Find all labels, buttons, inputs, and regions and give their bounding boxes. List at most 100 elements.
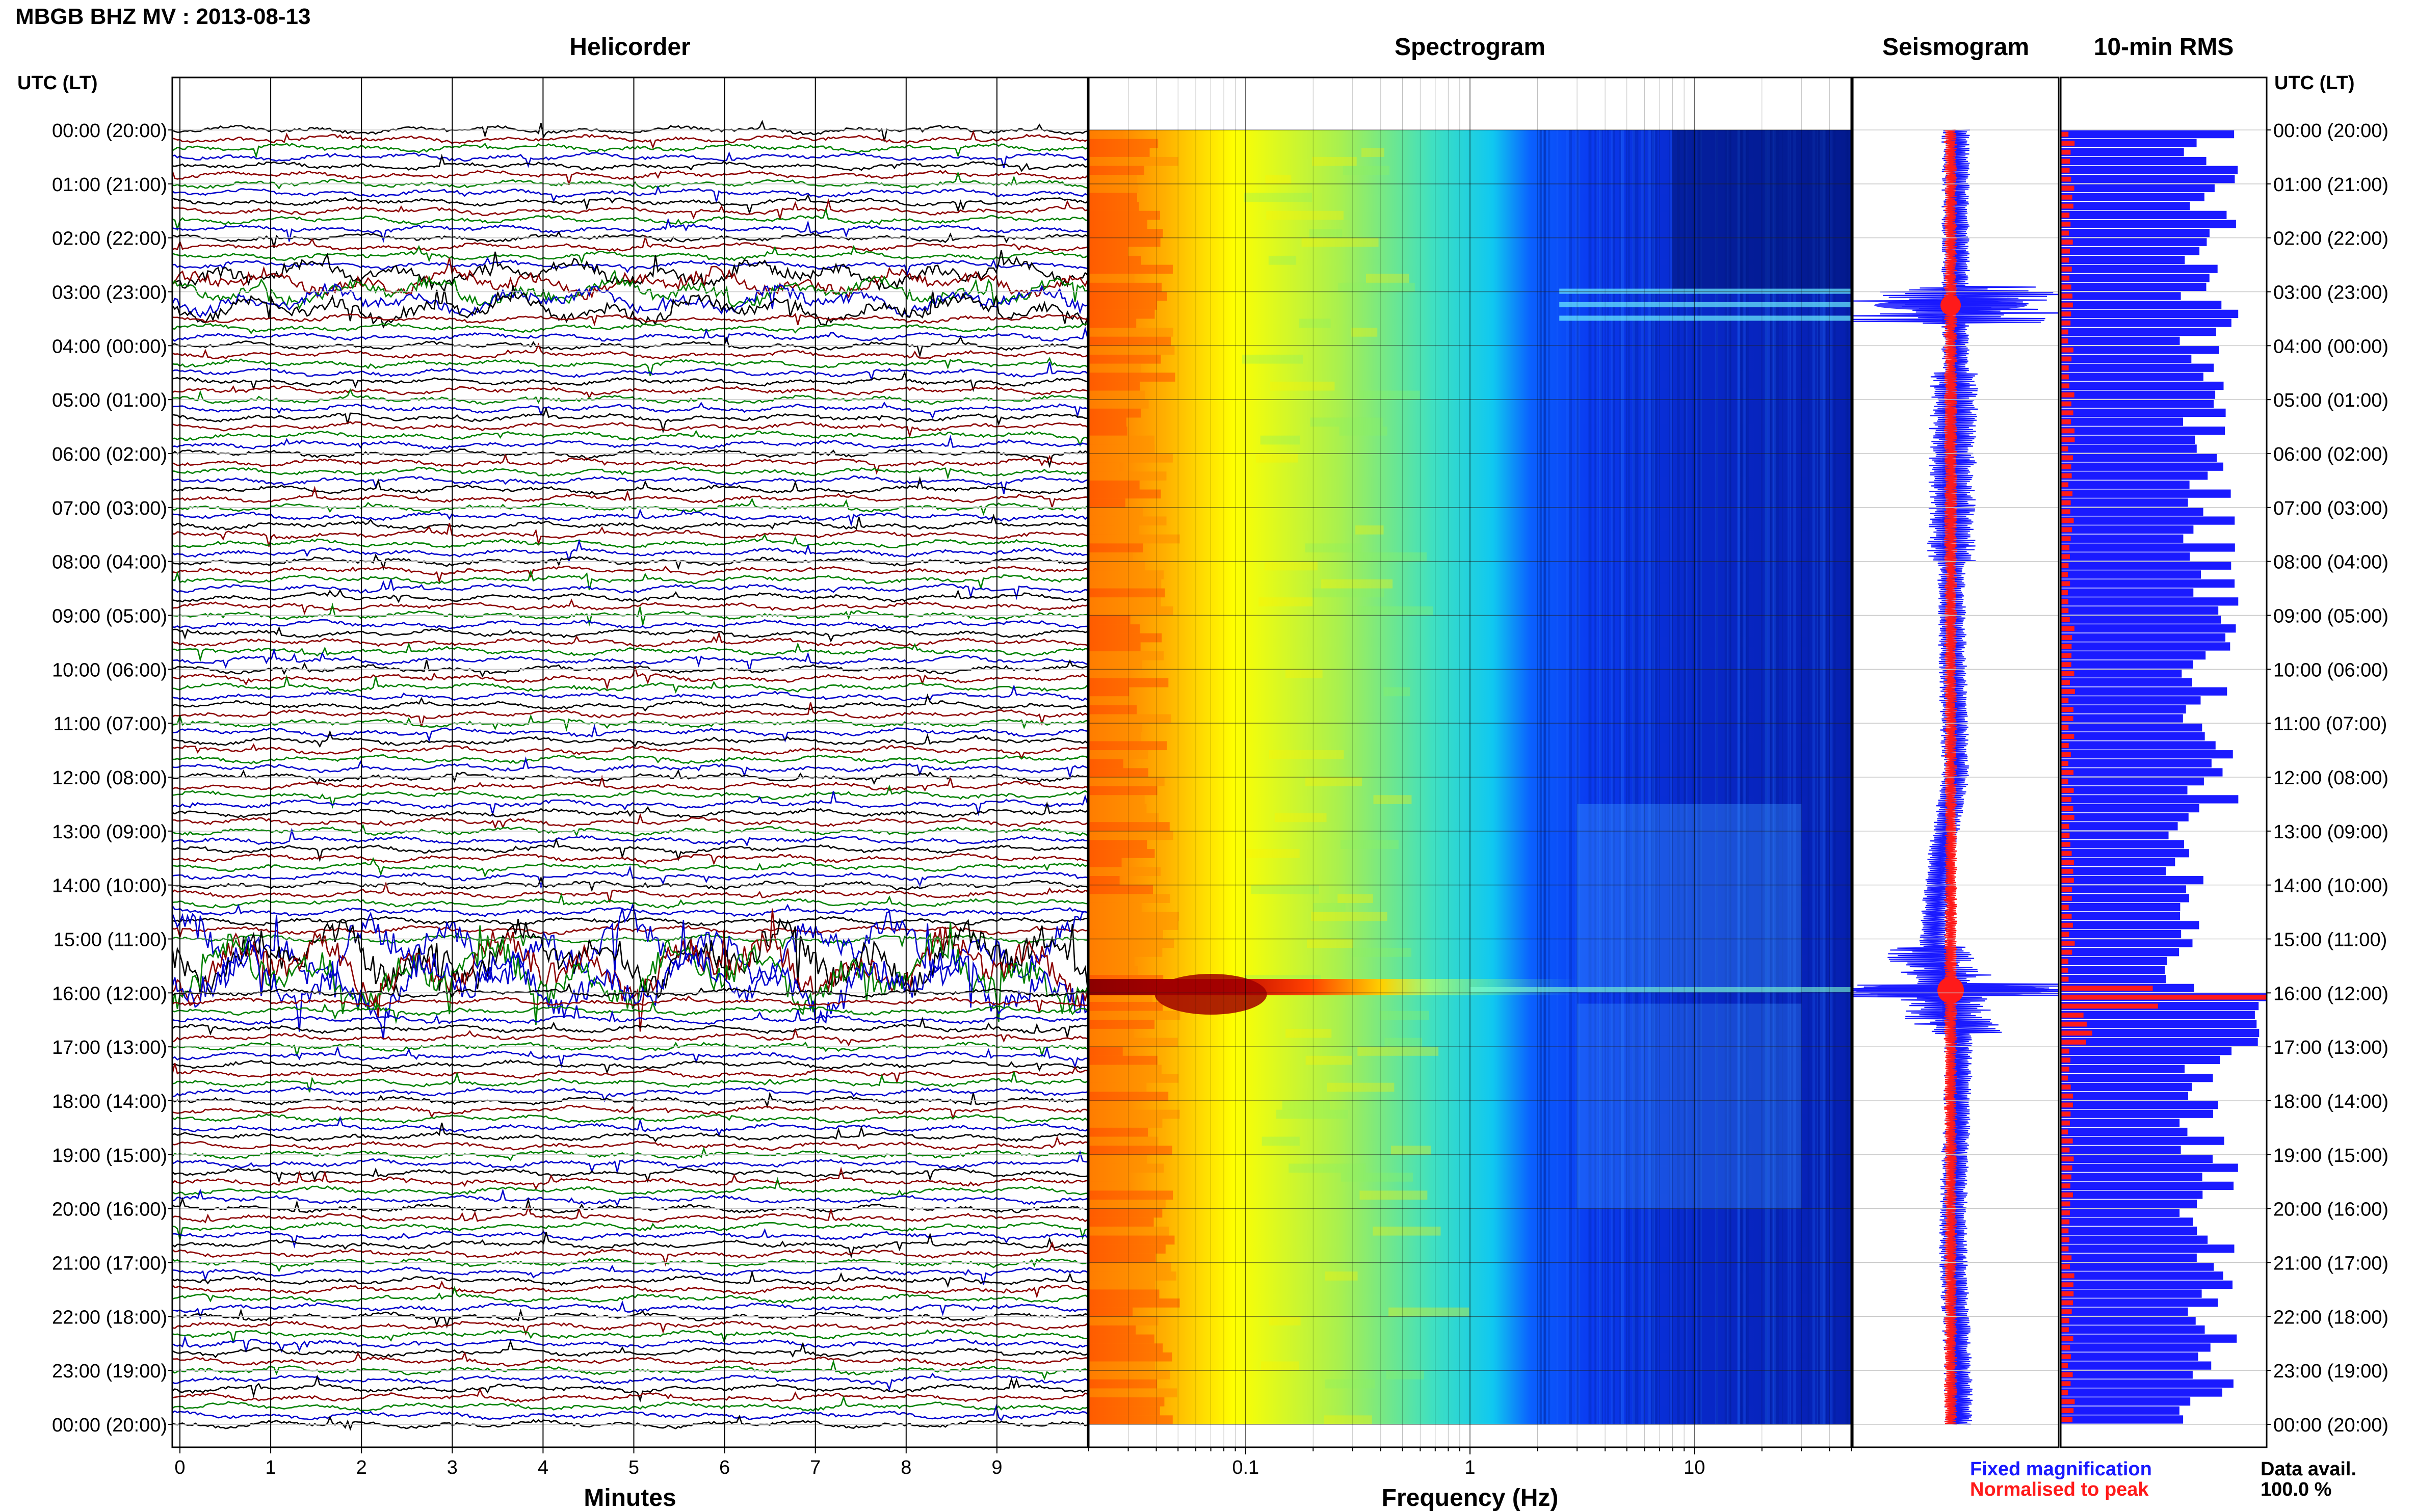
rms-bar-normalised <box>2061 500 2071 506</box>
time-label-left: 09:00 (05:00) <box>52 606 167 627</box>
spectrogram-band <box>1559 288 1851 294</box>
spectrogram-row <box>1089 1190 1173 1200</box>
helicorder-trace <box>172 171 1088 190</box>
helicorder-trace <box>172 1177 1088 1197</box>
helicorder-trace <box>172 857 1088 878</box>
spectrogram-row <box>1089 309 1155 319</box>
helicorder-trace <box>172 553 1088 571</box>
helicorder-trace <box>172 1027 1088 1047</box>
rms-bar-fixed <box>2061 930 2182 939</box>
rms-bar-normalised <box>2061 1264 2070 1269</box>
spectrogram-row <box>1089 1038 1178 1047</box>
helicorder-trace <box>172 837 1088 863</box>
helicorder-trace <box>172 1320 1088 1336</box>
rms-bar-fixed <box>2061 660 2193 669</box>
helicorder-trace <box>172 713 1088 732</box>
rms-bar-fixed <box>2061 1154 2213 1163</box>
rms-bar-fixed <box>2061 274 2210 282</box>
rms-bar-fixed <box>2061 166 2238 174</box>
spectrogram-row <box>1089 354 1161 364</box>
helicorder-trace <box>172 1395 1088 1412</box>
helicorder-trace <box>172 1300 1088 1320</box>
rms-bar-fixed <box>2061 768 2223 777</box>
spectrogram-row <box>1089 1146 1172 1155</box>
rms-bar-normalised <box>2061 959 2068 964</box>
rms-bar-fixed <box>2061 1370 2193 1379</box>
rms-bar-fixed <box>2061 606 2219 615</box>
spectrogram-row <box>1089 777 1165 786</box>
rms-bar-fixed <box>2061 309 2239 319</box>
spectrogram-row <box>1089 373 1175 382</box>
helicorder-trace <box>172 1387 1088 1403</box>
spectrogram-row <box>1089 939 1174 948</box>
helicorder-trace <box>172 647 1088 671</box>
rms-bar-normalised <box>2061 1399 2075 1404</box>
helicorder-trace <box>172 342 1088 360</box>
rms-bar-normalised <box>2061 1201 2070 1207</box>
helicorder-tick-label: 4 <box>538 1457 548 1478</box>
rms-bar-fixed <box>2061 759 2212 767</box>
rms-bar-normalised <box>2061 1129 2068 1135</box>
spectrogram-row <box>1089 1181 1131 1191</box>
helicorder-trace <box>172 982 1088 999</box>
spectrogram-row <box>1089 183 1139 193</box>
rms-bar-fixed <box>2061 849 2189 858</box>
rms-bar-normalised <box>2061 203 2073 209</box>
rms-bar-normalised <box>2061 428 2074 434</box>
rms-bar-normalised <box>2061 895 2072 901</box>
rms-bar-normalised <box>2061 536 2071 541</box>
spectrogram-row <box>1264 561 1318 571</box>
rms-bar-normalised <box>2061 932 2069 937</box>
rms-bar-fixed <box>2061 435 2195 444</box>
spectrogram-row <box>1089 543 1143 553</box>
helicorder-trace <box>172 362 1088 382</box>
spectrogram-row <box>1311 912 1387 921</box>
helicorder-trace <box>172 876 1088 892</box>
helicorder-trace <box>172 881 1088 903</box>
helicorder-trace <box>172 357 1088 377</box>
rms-bar-fixed <box>2061 804 2199 813</box>
rms-bar-normalised <box>2061 949 2072 955</box>
rms-bar-normalised <box>2061 824 2069 829</box>
spectrogram-row <box>1357 606 1433 616</box>
rms-bar-fixed <box>2061 885 2186 893</box>
rms-bar-normalised <box>2061 635 2072 641</box>
helicorder-trace <box>172 827 1088 847</box>
helicorder-title: Helicorder <box>569 34 691 61</box>
rms-bar-fixed <box>2061 858 2175 866</box>
spectrogram-row <box>1285 1028 1332 1038</box>
helicorder-trace <box>172 207 1088 231</box>
time-label-right: 23:00 (19:00) <box>2273 1361 2388 1382</box>
spectrogram-row <box>1089 1325 1136 1335</box>
rms-bar-fixed <box>2061 957 2167 966</box>
spectrogram-row <box>1089 229 1163 238</box>
spectrogram-row <box>1089 579 1162 589</box>
rms-bar-normalised <box>2061 473 2072 479</box>
rms-bar-fixed <box>2061 1074 2213 1082</box>
rms-bar-fixed <box>2061 319 2231 327</box>
helicorder-trace <box>172 665 1088 691</box>
spectrogram-row <box>1089 166 1144 175</box>
spectrogram-row <box>1089 903 1142 912</box>
spectrogram-row <box>1299 319 1331 328</box>
rms-bar-normalised <box>2061 1030 2092 1036</box>
spectrogram-row <box>1089 1262 1171 1272</box>
spectrogram-row <box>1338 282 1415 292</box>
spectrogram-row <box>1089 471 1167 481</box>
spectrogram-row <box>1366 274 1409 283</box>
rms-bar-normalised <box>2061 1003 2158 1009</box>
rms-bar-fixed <box>2061 130 2235 139</box>
time-label-right: 01:00 (21:00) <box>2273 174 2388 196</box>
rms-bar-normalised <box>2061 797 2071 802</box>
rms-bar-normalised <box>2061 1336 2073 1341</box>
rms-bar-normalised <box>2061 275 2070 281</box>
spectrogram-row <box>1089 750 1148 759</box>
rms-bar-fixed <box>2061 876 2203 885</box>
rms-bar-normalised <box>2061 590 2068 595</box>
spectrogram-row <box>1089 1109 1180 1119</box>
helicorder-trace <box>172 1150 1088 1174</box>
rms-bar-normalised <box>2061 329 2068 335</box>
time-label-right: 03:00 (23:00) <box>2273 282 2388 304</box>
seismogram-event-peak <box>1937 977 1964 1004</box>
rms-bar-fixed <box>2061 346 2219 354</box>
